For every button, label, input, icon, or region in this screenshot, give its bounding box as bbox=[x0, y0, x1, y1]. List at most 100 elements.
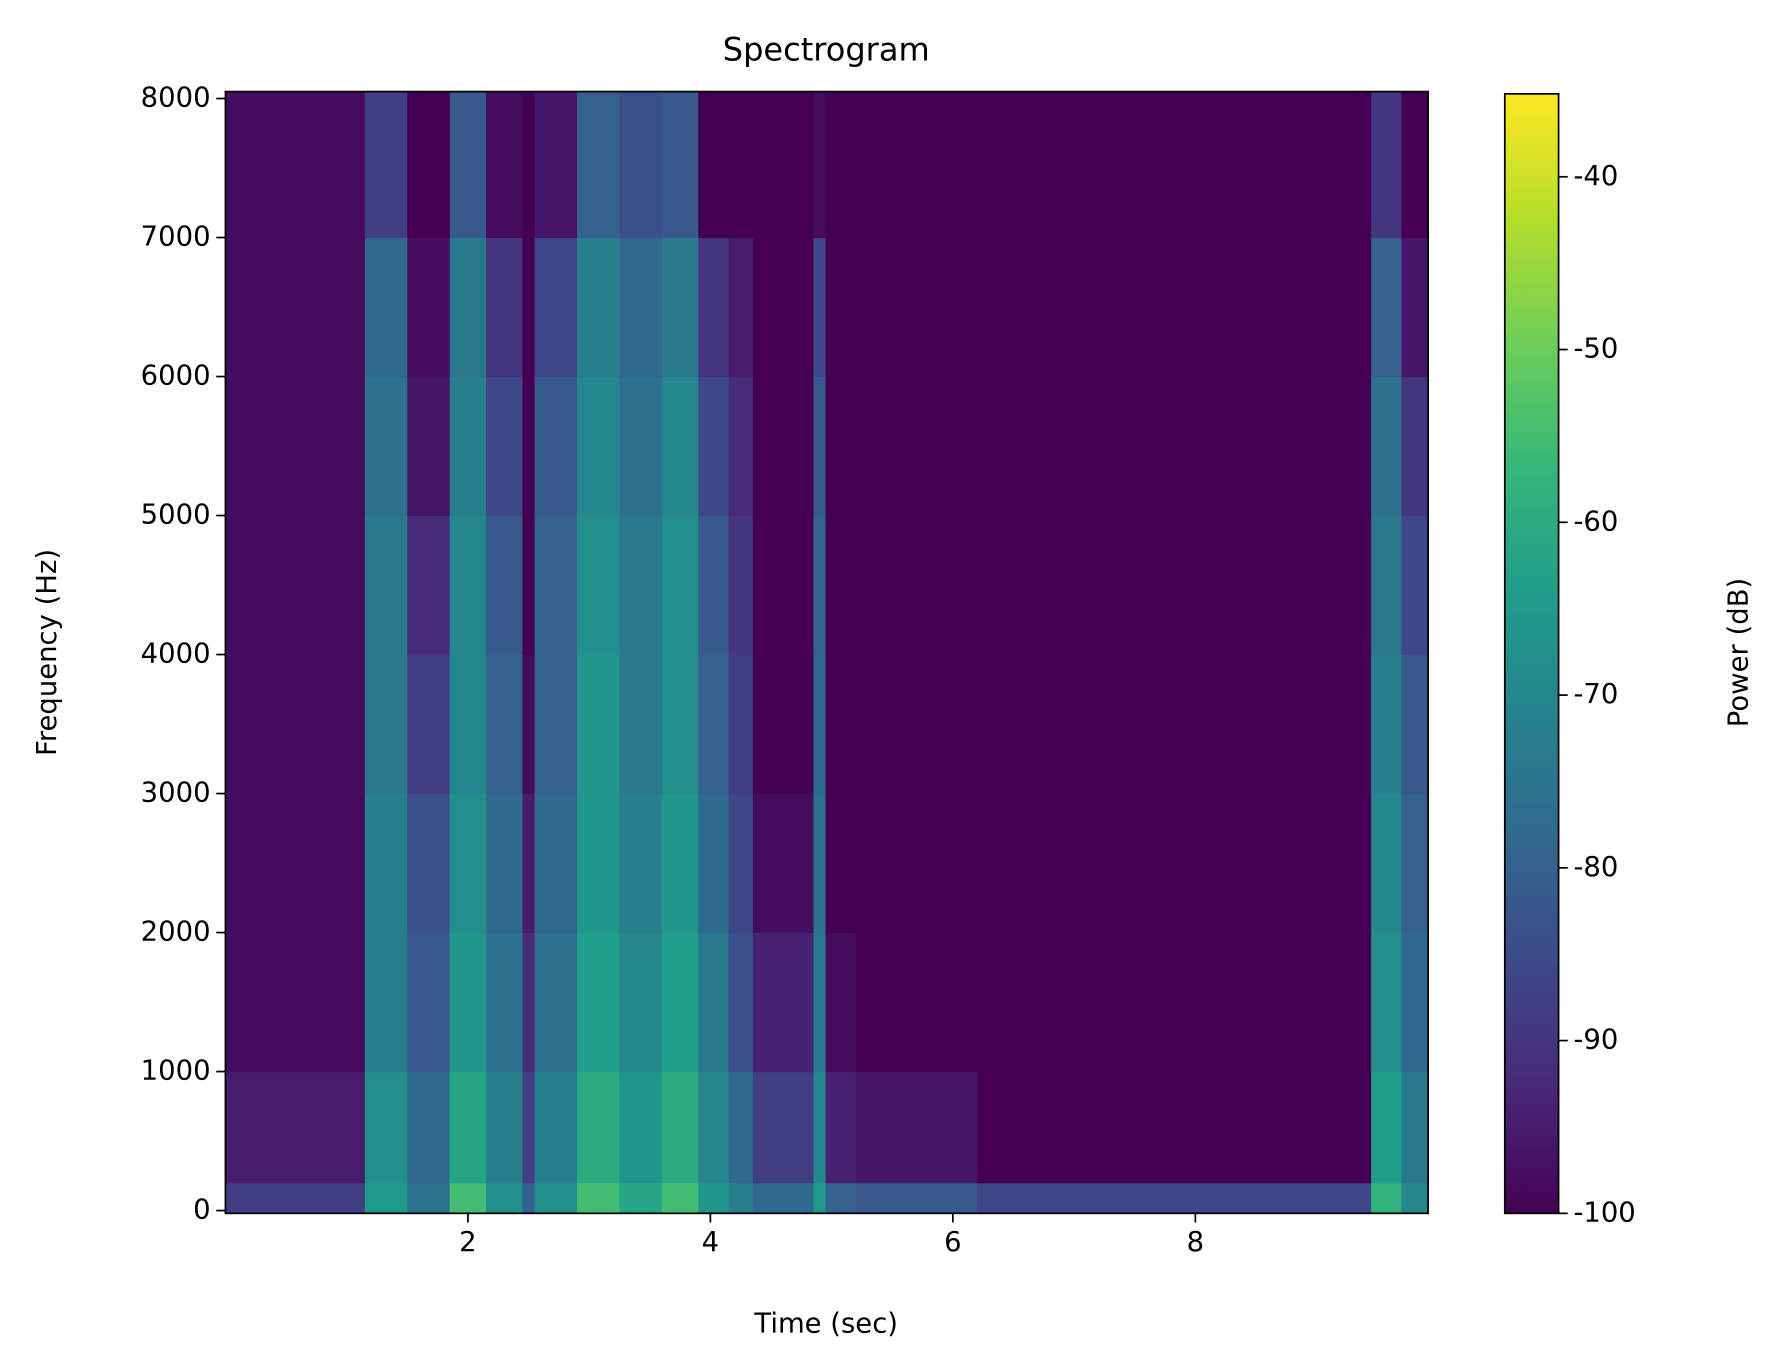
colorbar-tick-label: -70 bbox=[1573, 679, 1618, 710]
heatmap-cell bbox=[698, 237, 730, 378]
heatmap-cell bbox=[728, 515, 754, 656]
colorbar-tick-label: -40 bbox=[1573, 161, 1618, 192]
heatmap-cell bbox=[1401, 91, 1429, 239]
x-tick-label: 2 bbox=[459, 1227, 476, 1258]
heatmap-cell bbox=[364, 515, 408, 656]
heatmap-cell bbox=[855, 654, 978, 795]
heatmap-cell bbox=[752, 1182, 815, 1214]
plot-frame bbox=[224, 90, 1429, 1215]
y-tick-label: 2000 bbox=[141, 917, 211, 948]
heatmap-cell bbox=[825, 91, 857, 239]
heatmap-cell bbox=[698, 932, 730, 1073]
heatmap-cell bbox=[661, 91, 699, 239]
heatmap-cell bbox=[364, 1071, 408, 1184]
heatmap-cell bbox=[698, 376, 730, 517]
heatmap-cell bbox=[661, 515, 699, 656]
heatmap-cell bbox=[752, 237, 815, 378]
heatmap-cell bbox=[225, 654, 366, 795]
heatmap-cell bbox=[1371, 91, 1403, 239]
heatmap-cell bbox=[752, 515, 815, 656]
heatmap-cell bbox=[1401, 654, 1429, 795]
heatmap-cell bbox=[486, 793, 524, 934]
heatmap-cell bbox=[752, 932, 815, 1073]
heatmap-cell bbox=[661, 793, 699, 934]
heatmap-cell bbox=[577, 793, 621, 934]
heatmap-cell bbox=[825, 1071, 857, 1184]
heatmap-cell bbox=[522, 376, 536, 517]
heatmap-cell bbox=[728, 1182, 754, 1214]
colorbar bbox=[1503, 93, 1560, 1215]
heatmap-cell bbox=[486, 654, 524, 795]
heatmap-cell bbox=[728, 654, 754, 795]
heatmap-cell bbox=[855, 1071, 978, 1184]
heatmap-cell bbox=[813, 1182, 827, 1214]
heatmap-cell bbox=[813, 515, 827, 656]
colorbar-tick-label: -60 bbox=[1573, 506, 1618, 537]
heatmap-cell bbox=[534, 654, 578, 795]
heatmap-cell bbox=[1401, 1182, 1429, 1214]
heatmap-cell bbox=[534, 793, 578, 934]
colorbar-tick-label: -50 bbox=[1573, 334, 1618, 365]
heatmap-cell bbox=[449, 1182, 487, 1214]
heatmap-cell bbox=[661, 932, 699, 1073]
heatmap-cell bbox=[407, 932, 451, 1073]
heatmap-cell bbox=[619, 1071, 663, 1184]
heatmap-cell bbox=[577, 932, 621, 1073]
heatmap-cell bbox=[534, 1071, 578, 1184]
heatmap-cell bbox=[825, 1182, 857, 1214]
heatmap-cell bbox=[1401, 932, 1429, 1073]
heatmap-cell bbox=[813, 793, 827, 934]
heatmap-cell bbox=[813, 1071, 827, 1184]
heatmap-cell bbox=[813, 91, 827, 239]
heatmap-cell bbox=[728, 91, 754, 239]
heatmap-cell bbox=[522, 515, 536, 656]
heatmap-cell bbox=[661, 1182, 699, 1214]
heatmap-cell bbox=[728, 793, 754, 934]
heatmap-cell bbox=[577, 654, 621, 795]
heatmap-cell bbox=[661, 1071, 699, 1184]
heatmap-cell bbox=[752, 91, 815, 239]
heatmap-cell bbox=[813, 654, 827, 795]
heatmap-cell bbox=[225, 793, 366, 934]
heatmap-cell bbox=[407, 793, 451, 934]
heatmap-cell bbox=[225, 932, 366, 1073]
heatmap-cell bbox=[855, 91, 978, 239]
heatmap-cell bbox=[1371, 376, 1403, 517]
heatmap-cell bbox=[534, 932, 578, 1073]
heatmap-cell bbox=[728, 932, 754, 1073]
y-tick-label: 8000 bbox=[141, 83, 211, 114]
heatmap-cell bbox=[364, 1182, 408, 1214]
heatmap-cell bbox=[364, 793, 408, 934]
heatmap-cell bbox=[1371, 237, 1403, 378]
heatmap-cell bbox=[619, 793, 663, 934]
heatmap-cell bbox=[855, 376, 978, 517]
heatmap-cell bbox=[522, 654, 536, 795]
heatmap-cell bbox=[364, 654, 408, 795]
heatmap-cell bbox=[825, 515, 857, 656]
heatmap-cell bbox=[534, 237, 578, 378]
heatmap-cell bbox=[1401, 793, 1429, 934]
x-tick-label: 4 bbox=[702, 1227, 719, 1258]
heatmap-cell bbox=[977, 376, 1372, 517]
heatmap-cell bbox=[1401, 515, 1429, 656]
heatmap-cell bbox=[522, 91, 536, 239]
heatmap-cell bbox=[449, 91, 487, 239]
heatmap-cell bbox=[698, 1182, 730, 1214]
heatmap-cell bbox=[449, 237, 487, 378]
heatmap-cell bbox=[407, 91, 451, 239]
heatmap-cell bbox=[486, 376, 524, 517]
colorbar-tick-label: -100 bbox=[1573, 1197, 1635, 1228]
x-axis-label: Time (sec) bbox=[753, 1308, 898, 1339]
heatmap-cell bbox=[813, 376, 827, 517]
heatmap-cell bbox=[577, 1182, 621, 1214]
heatmap-cell bbox=[977, 515, 1372, 656]
heatmap-cell bbox=[534, 515, 578, 656]
heatmap-cell bbox=[225, 376, 366, 517]
heatmap-cell bbox=[1401, 1071, 1429, 1184]
heatmap-cell bbox=[1371, 515, 1403, 656]
heatmap-cell bbox=[1371, 1182, 1403, 1214]
x-tick-label: 8 bbox=[1187, 1227, 1204, 1258]
heatmap-cell bbox=[486, 91, 524, 239]
heatmap-cell bbox=[661, 654, 699, 795]
